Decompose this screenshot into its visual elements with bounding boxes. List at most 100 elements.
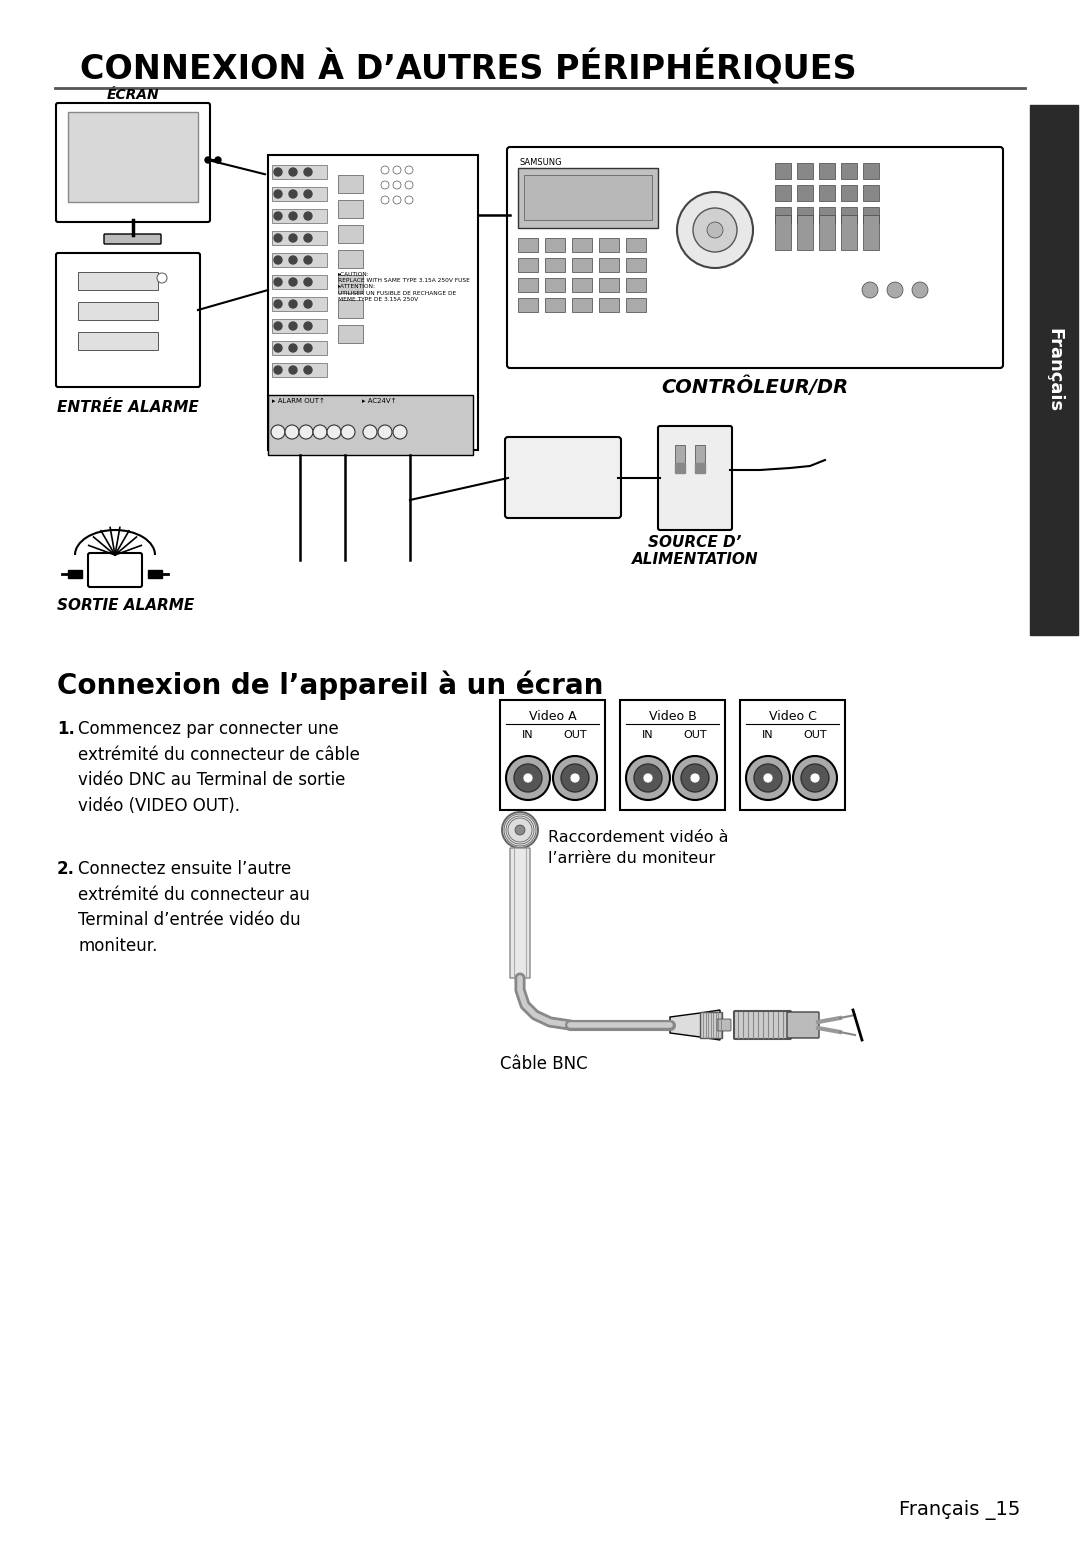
Bar xyxy=(545,278,565,292)
Circle shape xyxy=(303,322,312,330)
Circle shape xyxy=(762,773,773,782)
Text: Connectez ensuite l’autre
extrémité du connecteur au
Terminal d’entrée vidéo du
: Connectez ensuite l’autre extrémité du c… xyxy=(78,859,310,955)
Bar xyxy=(700,1012,723,1038)
Circle shape xyxy=(570,773,580,782)
Bar xyxy=(740,701,845,810)
Circle shape xyxy=(274,299,282,309)
Circle shape xyxy=(393,167,401,174)
Bar xyxy=(841,164,858,179)
Bar xyxy=(68,569,82,579)
Text: SAMSUNG: SAMSUNG xyxy=(519,157,563,167)
Bar xyxy=(599,278,619,292)
Polygon shape xyxy=(670,1011,720,1040)
Text: SOURCE D’
ALIMENTATION: SOURCE D’ ALIMENTATION xyxy=(632,535,758,568)
Text: IN: IN xyxy=(523,730,534,741)
Bar xyxy=(272,208,327,224)
Bar xyxy=(841,207,858,224)
Text: Commencez par connecter une
extrémité du connecteur de câble
vidéo DNC au Termin: Commencez par connecter une extrémité du… xyxy=(78,721,360,815)
FancyBboxPatch shape xyxy=(717,1018,731,1031)
FancyBboxPatch shape xyxy=(56,253,200,387)
Circle shape xyxy=(341,424,355,440)
Circle shape xyxy=(862,282,878,298)
Bar xyxy=(518,238,538,252)
Circle shape xyxy=(303,299,312,309)
Bar xyxy=(272,296,327,312)
Circle shape xyxy=(381,181,389,188)
Bar xyxy=(696,444,705,463)
Bar xyxy=(626,258,646,272)
Bar xyxy=(78,272,158,290)
Circle shape xyxy=(363,424,377,440)
Bar xyxy=(819,207,835,224)
Circle shape xyxy=(274,168,282,176)
Text: OUT: OUT xyxy=(804,730,827,741)
Bar xyxy=(626,298,646,312)
Circle shape xyxy=(393,181,401,188)
Bar xyxy=(841,214,858,250)
Bar xyxy=(775,214,791,250)
Bar xyxy=(797,164,813,179)
FancyBboxPatch shape xyxy=(507,147,1003,367)
Circle shape xyxy=(274,256,282,264)
Circle shape xyxy=(746,756,789,799)
Circle shape xyxy=(274,344,282,352)
Bar xyxy=(518,258,538,272)
Circle shape xyxy=(303,278,312,285)
Bar xyxy=(545,238,565,252)
Bar xyxy=(819,214,835,250)
Circle shape xyxy=(289,366,297,373)
Circle shape xyxy=(157,273,167,282)
Bar xyxy=(775,207,791,224)
Bar xyxy=(841,185,858,201)
Bar xyxy=(863,164,879,179)
FancyBboxPatch shape xyxy=(87,552,141,586)
Circle shape xyxy=(553,756,597,799)
Circle shape xyxy=(285,424,299,440)
Bar xyxy=(626,278,646,292)
Bar xyxy=(272,187,327,201)
Circle shape xyxy=(205,157,211,164)
Circle shape xyxy=(289,190,297,198)
Bar xyxy=(572,278,592,292)
Text: OUT: OUT xyxy=(563,730,586,741)
Bar xyxy=(675,444,685,463)
Circle shape xyxy=(289,322,297,330)
Circle shape xyxy=(381,196,389,204)
Circle shape xyxy=(793,756,837,799)
Text: CONNEXION À D’AUTRES PÉRIPHÉRIQUES: CONNEXION À D’AUTRES PÉRIPHÉRIQUES xyxy=(80,49,856,86)
Bar xyxy=(572,298,592,312)
Bar xyxy=(545,298,565,312)
Bar xyxy=(819,164,835,179)
Bar xyxy=(626,238,646,252)
Circle shape xyxy=(912,282,928,298)
FancyBboxPatch shape xyxy=(56,103,210,222)
Bar xyxy=(148,569,162,579)
Bar xyxy=(518,278,538,292)
Circle shape xyxy=(303,211,312,221)
Text: Français _15: Français _15 xyxy=(899,1500,1020,1520)
Text: 1.: 1. xyxy=(57,721,75,738)
Circle shape xyxy=(643,773,653,782)
Circle shape xyxy=(514,764,542,792)
Bar xyxy=(78,302,158,319)
Bar xyxy=(863,185,879,201)
Bar xyxy=(775,164,791,179)
Circle shape xyxy=(561,764,589,792)
Circle shape xyxy=(289,211,297,221)
Bar xyxy=(599,238,619,252)
Bar xyxy=(78,332,158,350)
Bar xyxy=(572,258,592,272)
Bar xyxy=(675,463,685,474)
FancyBboxPatch shape xyxy=(658,426,732,529)
Text: Français: Français xyxy=(1045,329,1063,412)
Bar xyxy=(599,298,619,312)
Circle shape xyxy=(690,773,700,782)
Bar xyxy=(272,363,327,376)
Bar xyxy=(797,214,813,250)
Text: ÉCRAN: ÉCRAN xyxy=(107,88,160,102)
Circle shape xyxy=(303,366,312,373)
Text: IN: IN xyxy=(643,730,653,741)
Circle shape xyxy=(673,756,717,799)
Circle shape xyxy=(634,764,662,792)
Circle shape xyxy=(327,424,341,440)
